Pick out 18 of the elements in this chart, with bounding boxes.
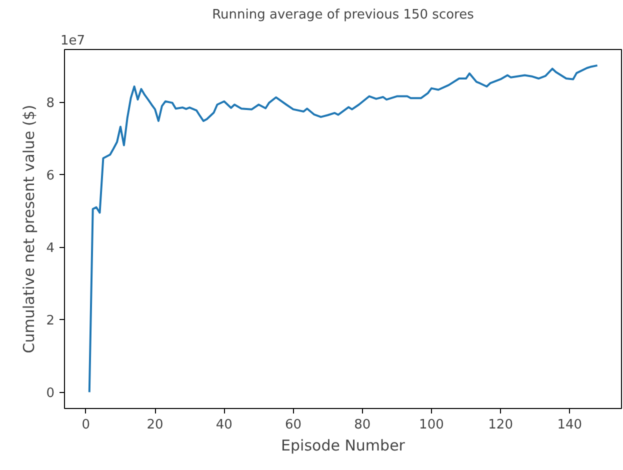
y-tick-label: 0 [46, 386, 55, 402]
y-tick-label: 6 [46, 168, 55, 184]
line-series [88, 64, 598, 394]
y-tick-label: 8 [46, 96, 55, 112]
chart-title: Running average of previous 150 scores [212, 8, 474, 22]
x-tick-label: 60 [284, 418, 302, 432]
x-axis-title: Episode Number [281, 436, 406, 454]
y-tick-label: 2 [46, 314, 55, 329]
x-tick-label: 140 [557, 418, 582, 432]
x-tick-label: 80 [354, 418, 371, 432]
x-tick-label: 120 [488, 418, 513, 432]
text: 1e7 [60, 34, 86, 48]
y-axis-title: Cumulative net present value ($) [20, 104, 38, 354]
x-tick-label: 0 [82, 418, 90, 432]
x-tick-label: 40 [216, 418, 232, 432]
x-tick-label: 100 [419, 418, 444, 432]
y-tick-label: 4 [46, 241, 55, 256]
x-tick-label: 20 [146, 418, 164, 432]
